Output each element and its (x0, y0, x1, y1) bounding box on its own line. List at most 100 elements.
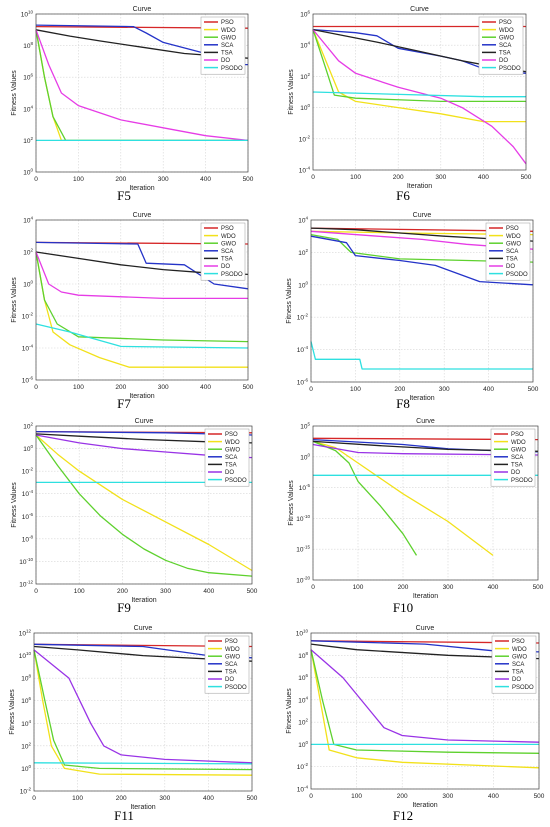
x-tick-label: 200 (115, 384, 126, 391)
x-tick-label: 400 (203, 795, 214, 802)
legend-box (478, 16, 524, 75)
y-tick-label: 1010 (296, 629, 309, 638)
legend-label: PSODO (499, 66, 521, 72)
legend-label: TSA (221, 257, 233, 263)
x-axis-label: Iteration (409, 395, 434, 402)
legend-label: DO (225, 470, 234, 476)
y-tick-label: 10-2 (22, 467, 34, 476)
x-tick-label: 500 (521, 174, 532, 181)
legend-label: WDO (225, 647, 240, 653)
y-tick-label: 10-2 (297, 313, 309, 322)
legend-box (491, 635, 537, 694)
x-tick-label: 0 (34, 176, 38, 183)
y-tick-label: 10-5 (299, 483, 311, 492)
y-tick-label: 10-2 (297, 762, 309, 771)
x-tick-label: 300 (158, 384, 169, 391)
y-tick-label: 100 (300, 452, 310, 461)
x-tick-label: 200 (398, 584, 409, 591)
y-tick-label: 100 (21, 764, 31, 773)
x-tick-label: 0 (34, 384, 38, 391)
y-tick-label: 108 (298, 651, 308, 660)
y-tick-label: 102 (21, 741, 31, 750)
series-line-gwo (33, 649, 253, 771)
legend-label: WDO (512, 647, 527, 653)
legend-label: PSODO (221, 272, 243, 278)
figure-label-f9: F9 (117, 600, 131, 615)
series-line-sca (35, 241, 249, 290)
y-tick-label: 10-2 (299, 134, 311, 143)
legend-label: PSODO (511, 478, 533, 484)
y-tick-label: 108 (21, 674, 31, 683)
figure-label-f7: F7 (117, 396, 131, 411)
x-tick-label: 100 (351, 793, 362, 800)
x-tick-label: 300 (442, 793, 453, 800)
legend-label: PSO (512, 639, 525, 645)
x-tick-label: 0 (309, 386, 313, 393)
chart-title: Curve (134, 625, 153, 632)
axes-frame (310, 632, 540, 790)
legend-box (485, 222, 531, 281)
y-axis-label: Fitness Values (11, 482, 18, 528)
y-tick-label: 104 (21, 719, 31, 728)
legend-label: SCA (221, 43, 233, 49)
y-tick-label: 105 (300, 422, 310, 431)
y-tick-label: 100 (298, 280, 308, 289)
y-tick-label: 1010 (21, 10, 34, 19)
legend-label: WDO (506, 234, 521, 240)
y-tick-label: 100 (23, 444, 33, 453)
legend-label: PSO (225, 639, 238, 645)
legend-label: SCA (499, 43, 511, 49)
y-tick-label: 102 (298, 248, 308, 257)
x-tick-label: 300 (160, 588, 171, 595)
x-tick-label: 0 (311, 174, 315, 181)
series-line-do (310, 649, 540, 743)
x-axis-label: Iteration (129, 185, 154, 192)
legend-label: GWO (225, 654, 240, 660)
x-tick-label: 100 (73, 176, 84, 183)
x-tick-label: 500 (247, 795, 258, 802)
axes-frame (312, 13, 527, 171)
legend-label: SCA (225, 455, 237, 461)
series-line-do (312, 443, 539, 456)
legend-box (490, 428, 536, 487)
x-tick-label: 500 (534, 793, 545, 800)
chart-f6: Curve 0 100 200 300 400 500 10-4 10-2 100 102 104 10… (288, 6, 532, 190)
x-tick-label: 400 (200, 176, 211, 183)
y-tick-label: 104 (23, 104, 33, 113)
y-tick-label: 10-6 (297, 378, 309, 387)
y-tick-label: 10-15 (296, 545, 310, 554)
legend-label: SCA (511, 455, 523, 461)
y-tick-label: 104 (300, 41, 310, 50)
x-tick-label: 0 (311, 584, 315, 591)
legend-label: PSODO (221, 66, 243, 72)
y-tick-label: 104 (298, 695, 308, 704)
chart-title: Curve (416, 418, 435, 425)
figure-label-f6: F6 (396, 188, 410, 203)
chart-title: Curve (133, 6, 152, 13)
series-line-tsa (33, 645, 253, 662)
legend-label: TSA (499, 51, 511, 57)
y-tick-label: 10-6 (22, 376, 34, 385)
y-tick-label: 106 (23, 73, 33, 82)
x-tick-label: 200 (117, 588, 128, 595)
x-tick-label: 500 (247, 588, 258, 595)
legend-label: TSA (512, 670, 524, 676)
y-axis-label: Fitness Values (11, 277, 18, 323)
x-tick-label: 200 (115, 176, 126, 183)
y-tick-label: 10-4 (22, 489, 34, 498)
legend-label: PSO (221, 226, 234, 232)
legend-label: GWO (511, 447, 526, 453)
y-axis-label: Fitness Values (288, 480, 295, 526)
y-tick-label: 100 (300, 103, 310, 112)
chart-title: Curve (135, 418, 154, 425)
figure-label-f8: F8 (396, 396, 410, 411)
legend-label: WDO (221, 28, 236, 34)
x-tick-label: 300 (443, 584, 454, 591)
chart-title: Curve (416, 625, 435, 632)
legend-label: PSODO (512, 685, 534, 691)
y-tick-label: 106 (300, 10, 310, 19)
